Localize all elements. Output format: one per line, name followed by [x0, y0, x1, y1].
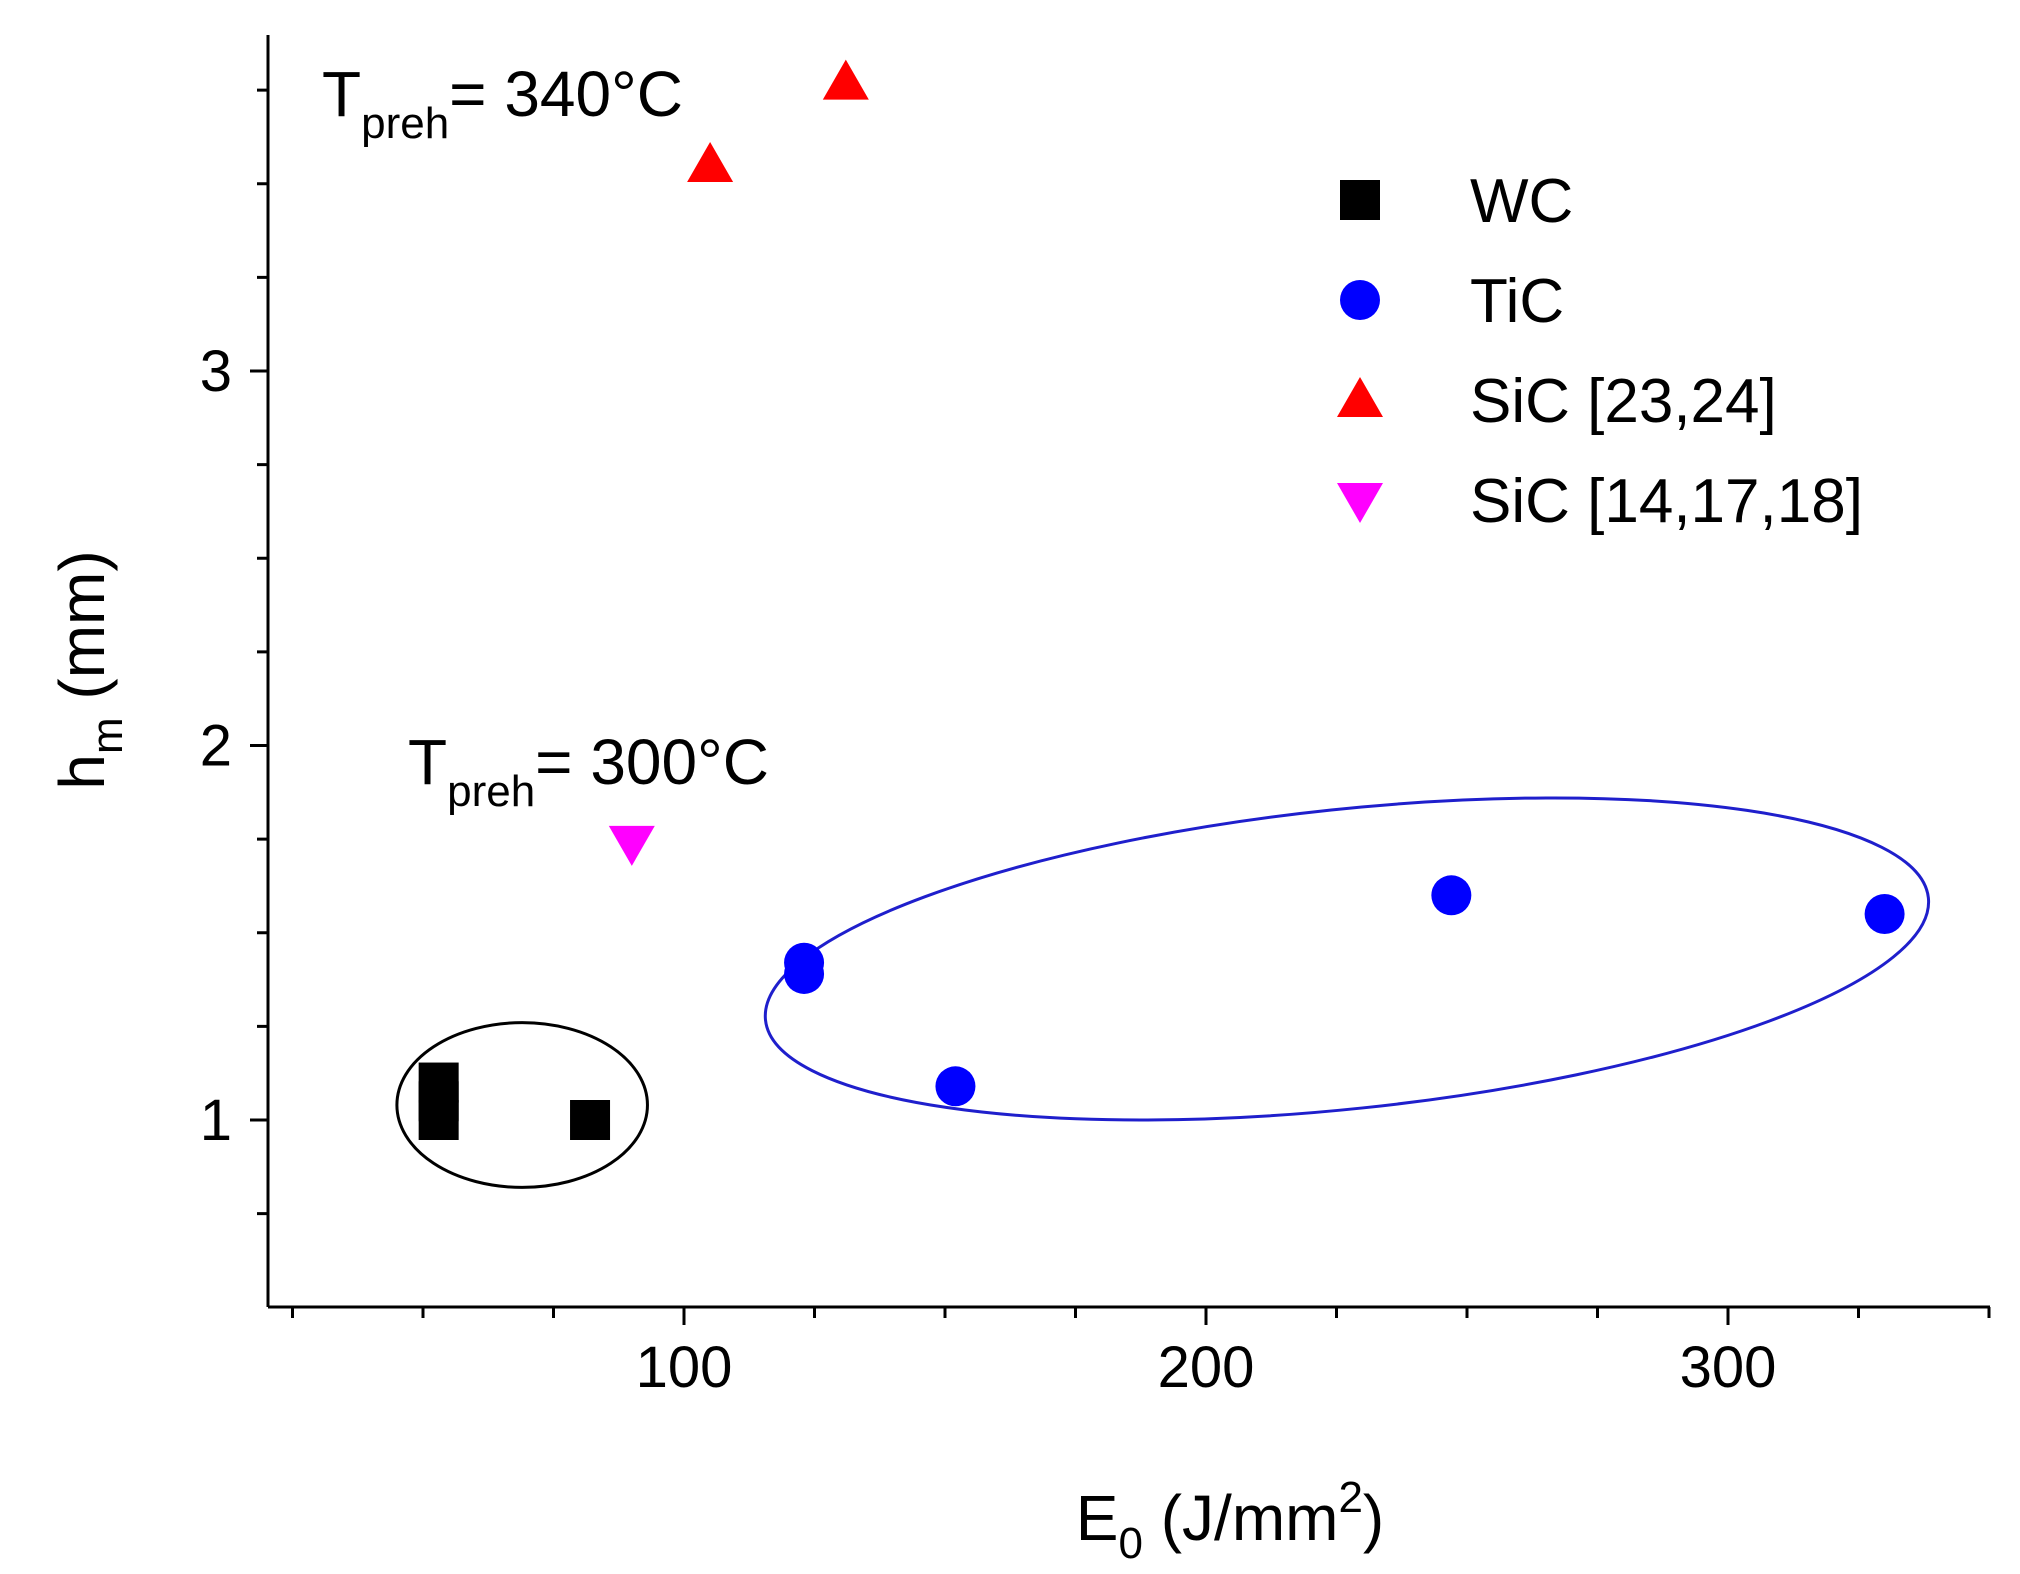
- y-axis-label-main: h: [46, 754, 118, 790]
- y-axis-label: hm (mm): [46, 550, 132, 789]
- point-sic-23-24: [687, 142, 734, 183]
- annotation-t340-sub: preh: [361, 99, 449, 148]
- x-axis-label-rest: (J/mm: [1143, 1482, 1339, 1554]
- legend-label-sic-14-17-18: SiC [14,17,18]: [1470, 467, 1863, 536]
- annotation-t300-rest: = 300°C: [535, 726, 769, 798]
- annotation-t300: Tpreh= 300°C: [408, 726, 769, 816]
- y-tick-label: 1: [200, 1088, 232, 1153]
- annotation-t300-main: T: [408, 726, 447, 798]
- legend-marker-tic: [1340, 280, 1380, 320]
- point-tic: [1864, 894, 1905, 935]
- point-tic: [935, 1066, 976, 1107]
- legend-label-sic-23-24: SiC [23,24]: [1470, 367, 1777, 436]
- ticks: 100 200 300 1 2 3: [200, 88, 1991, 1400]
- x-axis-label: E0 (J/mm2): [1076, 1473, 1384, 1568]
- axes: [266, 35, 1990, 1309]
- legend-marker-sic-14-17-18: [1337, 483, 1383, 523]
- x-axis-label-close: ): [1363, 1482, 1384, 1554]
- annotation-t340-rest: = 340°C: [449, 58, 683, 130]
- point-wc: [418, 1062, 459, 1103]
- x-tick-label: 100: [636, 1335, 733, 1400]
- x-tick-label: 300: [1680, 1335, 1777, 1400]
- annotation-t340: Tpreh= 340°C: [322, 58, 683, 148]
- y-tick-label: 2: [200, 714, 232, 779]
- x-axis-label-main: E: [1076, 1482, 1119, 1554]
- legend: WC TiC SiC [23,24] SiC [14,17,18]: [1337, 167, 1863, 536]
- group-ellipse-1: [395, 1021, 649, 1189]
- x-axis-label-sup: 2: [1338, 1473, 1362, 1522]
- point-tic: [784, 953, 825, 994]
- data-marks: [418, 59, 1905, 1140]
- point-sic-23-24: [822, 59, 869, 100]
- point-sic-14-17-18: [608, 825, 655, 866]
- point-wc: [570, 1100, 611, 1140]
- y-tick-label: 3: [200, 339, 232, 404]
- legend-label-tic: TiC: [1470, 267, 1564, 336]
- ellipse-layer: [395, 796, 1931, 1189]
- annotation-t300-sub: preh: [447, 767, 535, 816]
- group-ellipse-2: [763, 796, 1931, 1122]
- legend-marker-wc: [1340, 180, 1380, 220]
- y-axis-label-rest: (mm): [46, 550, 118, 717]
- annotation-t340-main: T: [322, 58, 361, 130]
- point-tic: [1431, 875, 1472, 916]
- y-axis-label-sub: m: [83, 717, 132, 754]
- x-tick-label: 200: [1158, 1335, 1255, 1400]
- legend-marker-sic-23-24: [1337, 377, 1383, 417]
- legend-label-wc: WC: [1470, 167, 1573, 236]
- x-axis-label-sub: 0: [1118, 1519, 1142, 1568]
